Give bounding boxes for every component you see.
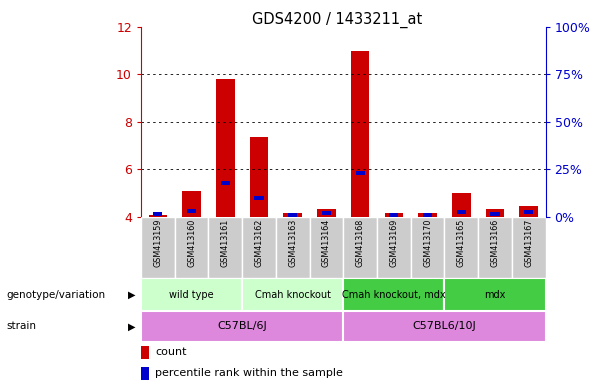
Text: C57BL/6J: C57BL/6J — [217, 321, 267, 331]
Bar — [254, 196, 264, 200]
Bar — [317, 209, 336, 217]
Bar — [283, 214, 302, 217]
Bar — [153, 212, 162, 216]
Bar — [512, 217, 546, 278]
Bar — [490, 212, 500, 216]
Bar — [322, 211, 331, 215]
Bar — [187, 210, 196, 213]
Text: genotype/variation: genotype/variation — [6, 290, 105, 300]
Bar — [423, 213, 432, 217]
Bar — [452, 193, 471, 217]
Text: GSM413163: GSM413163 — [288, 219, 297, 267]
Bar — [519, 206, 538, 217]
Bar — [444, 278, 546, 311]
Text: GSM413168: GSM413168 — [356, 219, 365, 267]
Text: GSM413166: GSM413166 — [490, 219, 500, 267]
Bar — [524, 210, 533, 214]
Text: mdx: mdx — [484, 290, 506, 300]
Text: GSM413164: GSM413164 — [322, 219, 331, 267]
Bar — [356, 172, 365, 175]
Bar — [343, 278, 444, 311]
Bar — [249, 137, 268, 217]
Bar — [216, 79, 235, 217]
Bar — [242, 217, 276, 278]
Text: GSM413167: GSM413167 — [524, 219, 533, 267]
Bar — [310, 217, 343, 278]
Bar — [478, 217, 512, 278]
Text: GSM413169: GSM413169 — [389, 219, 398, 267]
Bar — [141, 367, 149, 380]
Text: GDS4200 / 1433211_at: GDS4200 / 1433211_at — [252, 12, 422, 28]
Text: Cmah knockout, mdx: Cmah knockout, mdx — [342, 290, 446, 300]
Text: GSM413165: GSM413165 — [457, 219, 466, 267]
Text: percentile rank within the sample: percentile rank within the sample — [155, 368, 343, 379]
Text: ▶: ▶ — [128, 290, 135, 300]
Bar — [288, 213, 297, 217]
Bar — [343, 311, 546, 342]
Text: ▶: ▶ — [128, 321, 135, 331]
Bar — [418, 214, 437, 217]
Bar — [485, 209, 504, 217]
Bar — [148, 215, 167, 217]
Bar — [351, 51, 370, 217]
Bar — [242, 278, 343, 311]
Bar — [389, 213, 398, 217]
Bar — [221, 181, 230, 185]
Bar — [141, 311, 343, 342]
Bar — [182, 191, 201, 217]
Text: GSM413161: GSM413161 — [221, 219, 230, 267]
Text: GSM413170: GSM413170 — [423, 219, 432, 267]
Text: GSM413159: GSM413159 — [153, 219, 162, 267]
Text: GSM413162: GSM413162 — [254, 219, 264, 267]
Bar — [343, 217, 377, 278]
Text: count: count — [155, 347, 186, 358]
Text: C57BL6/10J: C57BL6/10J — [413, 321, 476, 331]
Bar — [141, 278, 242, 311]
Bar — [377, 217, 411, 278]
Bar — [411, 217, 444, 278]
Bar — [208, 217, 242, 278]
Text: Cmah knockout: Cmah knockout — [255, 290, 330, 300]
Text: strain: strain — [6, 321, 36, 331]
Text: GSM413160: GSM413160 — [187, 219, 196, 267]
Bar — [444, 217, 478, 278]
Bar — [141, 346, 149, 359]
Bar — [457, 210, 466, 214]
Bar — [141, 217, 175, 278]
Text: wild type: wild type — [169, 290, 214, 300]
Bar — [384, 214, 403, 217]
Bar — [276, 217, 310, 278]
Bar — [175, 217, 208, 278]
